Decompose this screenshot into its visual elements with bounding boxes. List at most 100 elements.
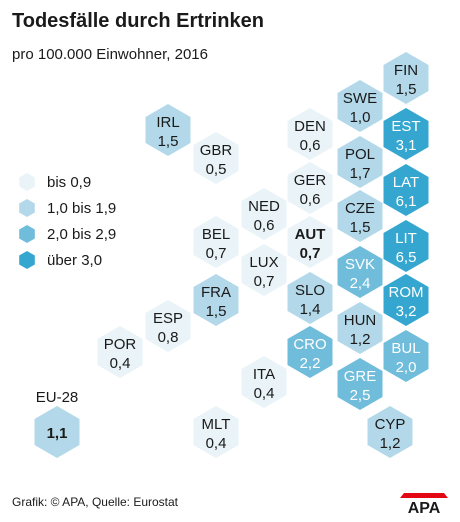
country-code-ita: ITA [253, 366, 275, 383]
country-value-ita: 0,4 [254, 385, 275, 402]
hex-cro [287, 326, 333, 378]
hex-cze [337, 190, 383, 242]
country-code-lat: LAT [393, 174, 419, 191]
country-code-por: POR [104, 336, 137, 353]
page-title: Todesfälle durch Ertrinken [12, 10, 264, 32]
country-code-ger: GER [294, 172, 327, 189]
country-code-gre: GRE [344, 368, 377, 385]
hex-por [97, 326, 143, 378]
hex-rom [383, 274, 429, 326]
country-code-cyp: CYP [375, 416, 406, 433]
country-value-den: 0,6 [300, 137, 321, 154]
hex-bel [193, 216, 239, 268]
hex-slo [287, 272, 333, 324]
country-value-irl: 1,5 [158, 133, 179, 150]
hex-bul [383, 330, 429, 382]
legend-label-3: 2,0 bis 2,9 [47, 226, 116, 243]
legend-hex-2 [19, 199, 35, 217]
country-value-svk: 2,4 [350, 275, 371, 292]
footer-credit: Grafik: © APA, Quelle: Eurostat [12, 495, 179, 509]
country-code-rom: ROM [389, 284, 424, 301]
country-value-slo: 1,4 [300, 301, 321, 318]
hex-swe [337, 80, 383, 132]
hex-pol [337, 136, 383, 188]
hex-lit [383, 220, 429, 272]
country-code-svk: SVK [345, 256, 375, 273]
eu-label: EU-28 [36, 389, 79, 406]
hex-ita [241, 356, 287, 408]
country-value-por: 0,4 [110, 355, 131, 372]
hex-aut [287, 216, 333, 268]
legend-hex-1 [19, 173, 35, 191]
country-code-irl: IRL [156, 114, 179, 131]
country-value-lux: 0,7 [254, 273, 275, 290]
hex-ger [287, 162, 333, 214]
country-code-fra: FRA [201, 284, 231, 301]
hex-gbr [193, 132, 239, 184]
hex-mlt [193, 406, 239, 458]
country-code-swe: SWE [343, 90, 377, 107]
country-value-cro: 2,2 [300, 355, 321, 372]
country-code-hun: HUN [344, 312, 377, 329]
country-value-lit: 6,5 [396, 249, 417, 266]
country-value-swe: 1,0 [350, 109, 371, 126]
legend-label-1: bis 0,9 [47, 174, 91, 191]
country-code-mlt: MLT [202, 416, 231, 433]
eu-value: 1,1 [47, 425, 68, 442]
country-value-fin: 1,5 [396, 81, 417, 98]
country-value-lat: 6,1 [396, 193, 417, 210]
hex-cyp [367, 406, 413, 458]
country-value-rom: 3,2 [396, 303, 417, 320]
country-value-gre: 2,5 [350, 387, 371, 404]
country-value-hun: 1,2 [350, 331, 371, 348]
country-value-est: 3,1 [396, 137, 417, 154]
country-code-fin: FIN [394, 62, 418, 79]
hex-lux [241, 244, 287, 296]
hex-fin [383, 52, 429, 104]
hex-fra [193, 274, 239, 326]
hex-hun [337, 302, 383, 354]
country-value-esp: 0,8 [158, 329, 179, 346]
country-code-pol: POL [345, 146, 375, 163]
country-code-cro: CRO [293, 336, 326, 353]
country-code-slo: SLO [295, 282, 325, 299]
apa-logo-roof [400, 493, 448, 498]
hex-esp [145, 300, 191, 352]
country-code-ned: NED [248, 198, 280, 215]
legend-hex-3 [19, 225, 35, 243]
legend-label-2: 1,0 bis 1,9 [47, 200, 116, 217]
country-value-cyp: 1,2 [380, 435, 401, 452]
country-value-bul: 2,0 [396, 359, 417, 376]
country-value-ned: 0,6 [254, 217, 275, 234]
country-value-pol: 1,7 [350, 165, 371, 182]
country-value-fra: 1,5 [206, 303, 227, 320]
hex-est [383, 108, 429, 160]
country-value-mlt: 0,4 [206, 435, 227, 452]
country-value-cze: 1,5 [350, 219, 371, 236]
legend-label-4: über 3,0 [47, 252, 102, 269]
apa-logo-text: APA [408, 500, 441, 514]
hex-irl [145, 104, 191, 156]
legend-hex-4 [19, 251, 35, 269]
country-code-bel: BEL [202, 226, 230, 243]
hex-svk [337, 246, 383, 298]
hex-gre [337, 358, 383, 410]
country-code-gbr: GBR [200, 142, 233, 159]
country-code-esp: ESP [153, 310, 183, 327]
country-code-den: DEN [294, 118, 326, 135]
country-code-bul: BUL [391, 340, 420, 357]
country-code-lit: LIT [395, 230, 417, 247]
subtitle: pro 100.000 Einwohner, 2016 [12, 46, 208, 63]
hex-lat [383, 164, 429, 216]
country-value-aut: 0,7 [300, 245, 321, 262]
hex-den [287, 108, 333, 160]
hex-ned [241, 188, 287, 240]
country-code-lux: LUX [249, 254, 278, 271]
country-code-est: EST [391, 118, 420, 135]
apa-logo: APA [400, 493, 448, 514]
country-value-gbr: 0,5 [206, 161, 227, 178]
country-value-ger: 0,6 [300, 191, 321, 208]
country-code-aut: AUT [295, 226, 326, 243]
country-code-cze: CZE [345, 200, 375, 217]
